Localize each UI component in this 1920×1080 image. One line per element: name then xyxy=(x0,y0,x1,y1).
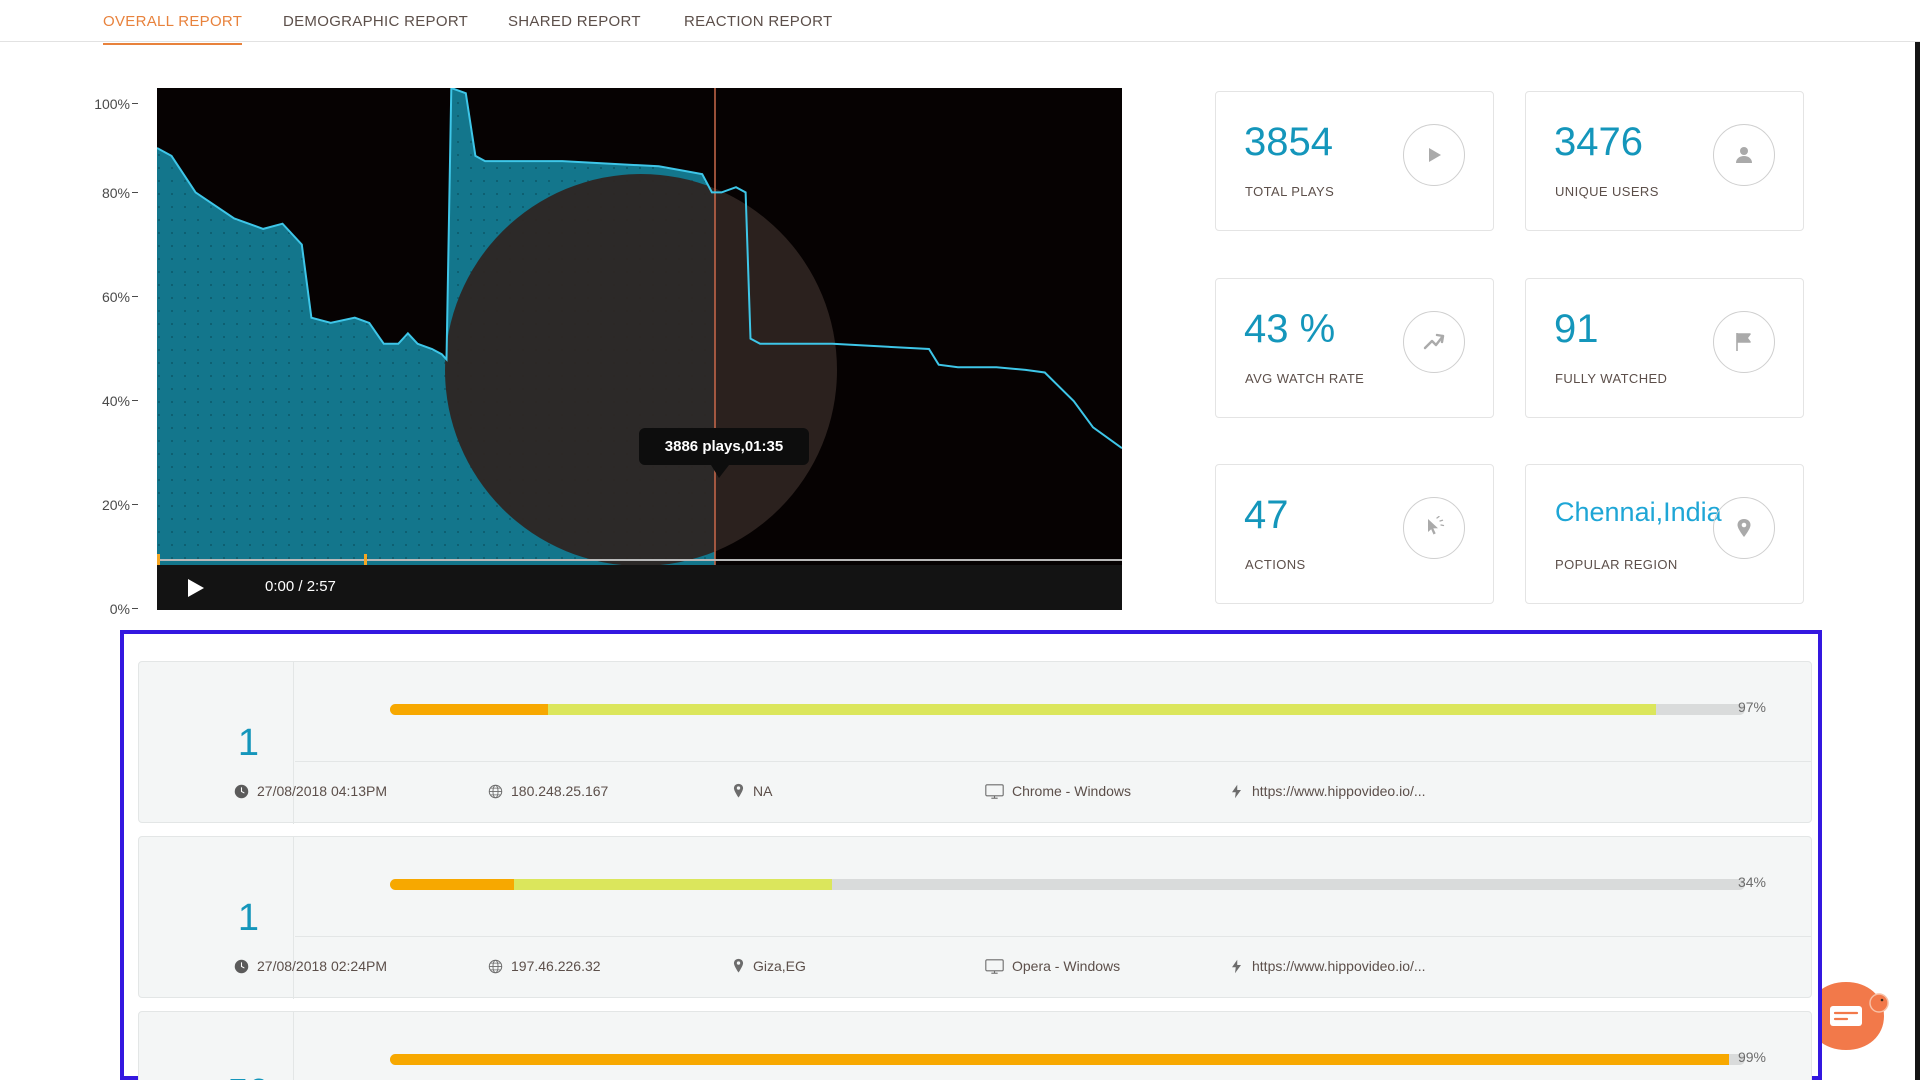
svg-text:3886 plays,01:35: 3886 plays,01:35 xyxy=(665,438,783,455)
